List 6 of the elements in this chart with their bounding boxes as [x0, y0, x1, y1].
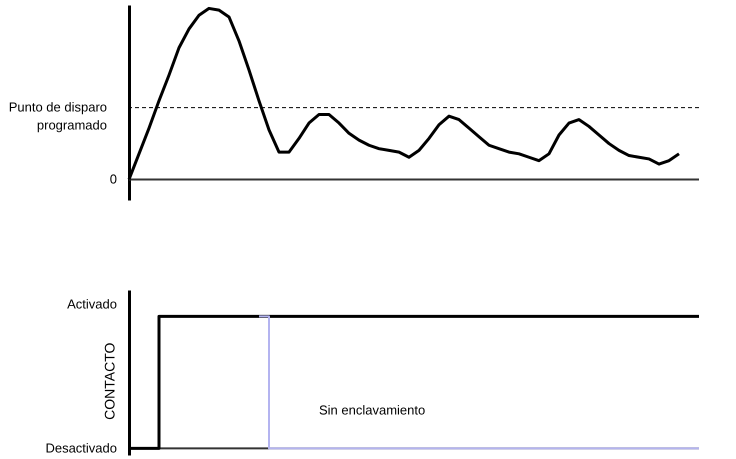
text: Activado [67, 296, 117, 312]
ref-line-label: Punto de disparo programado [8, 100, 107, 133]
text: 0 [110, 171, 117, 186]
y-axis-title: CONTACTO [102, 342, 118, 420]
text: Desactivado [45, 440, 117, 456]
text: Sin enclavamiento [319, 402, 426, 418]
